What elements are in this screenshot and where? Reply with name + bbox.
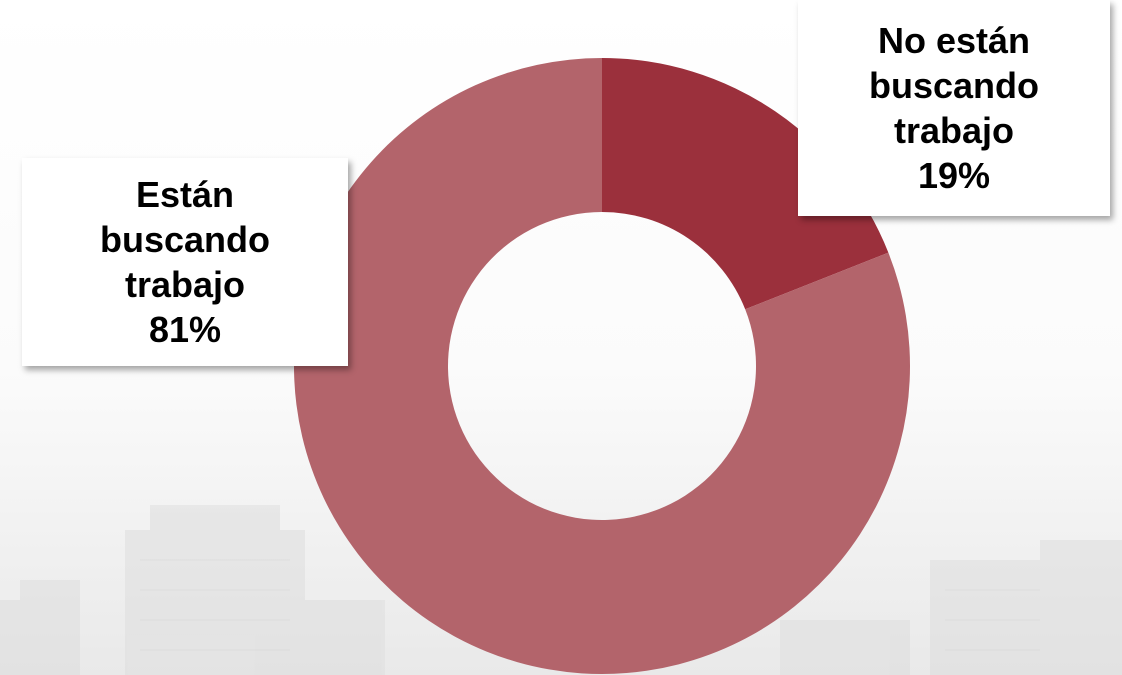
slice-label-no-buscando: No están buscando trabajo 19% <box>798 0 1110 216</box>
slice-value-label: 81% <box>148 309 222 350</box>
slice-label-line: trabajo <box>124 264 246 305</box>
slice-label-buscando: Están buscando trabajo 81% <box>22 158 348 366</box>
slice-label-line: buscando <box>868 65 1039 106</box>
slice-label-line: Están <box>135 174 235 215</box>
slice-label-line: trabajo <box>893 110 1015 151</box>
slice-label-line: buscando <box>99 219 270 260</box>
donut-slice-buscando <box>293 57 910 674</box>
slice-label-line: No están <box>877 20 1031 61</box>
donut-slice-no-buscando <box>602 58 889 310</box>
slice-value-label: 19% <box>917 155 991 196</box>
